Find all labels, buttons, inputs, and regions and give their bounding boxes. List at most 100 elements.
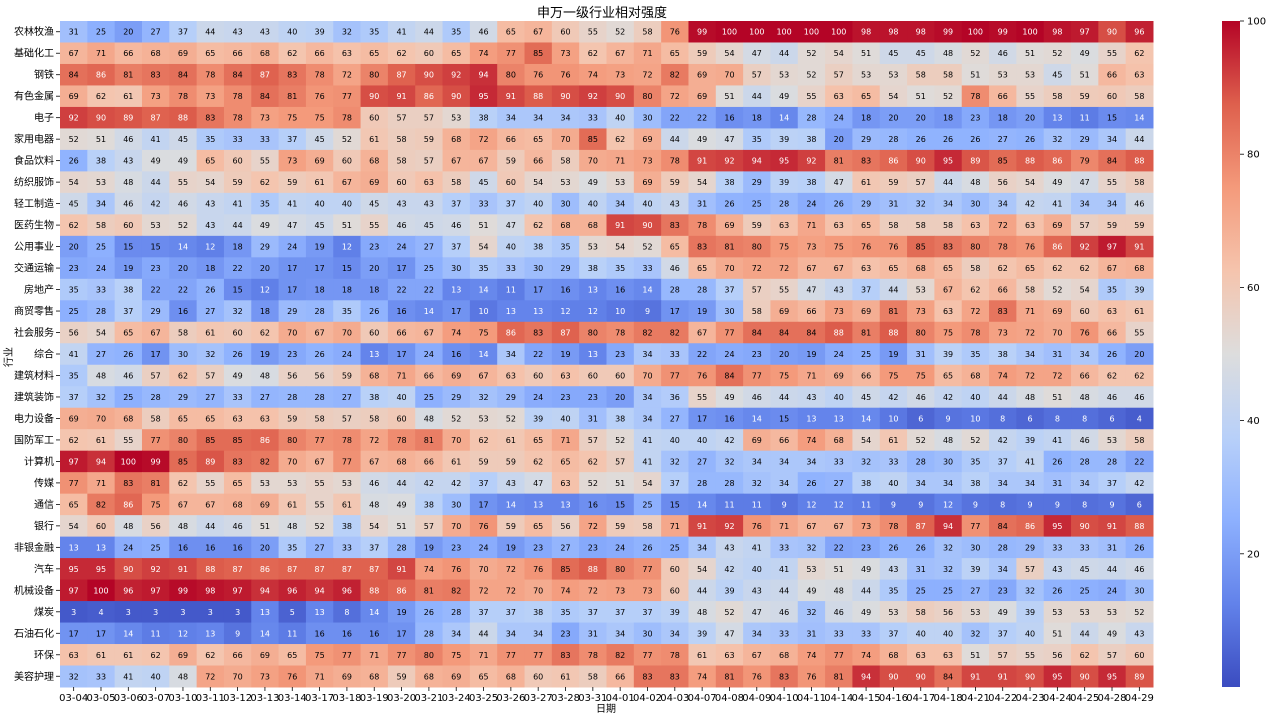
heatmap-cell — [715, 450, 744, 473]
cell-value-label: 70 — [724, 264, 734, 273]
cell-value-label: 42 — [724, 565, 734, 574]
heatmap-cell — [223, 644, 252, 667]
cell-value-label: 47 — [506, 221, 516, 230]
cell-value-label: 38 — [970, 479, 980, 488]
cell-value-label: 24 — [806, 200, 816, 209]
heatmap-cell — [251, 515, 280, 538]
cell-value-label: 26 — [1052, 586, 1062, 595]
heatmap-cell — [743, 665, 771, 688]
cell-value-label: 25 — [424, 264, 434, 273]
heatmap-cell — [305, 321, 334, 344]
cell-value-label: 41 — [752, 543, 762, 552]
heatmap-cell — [60, 300, 88, 323]
cell-value-label: 68 — [233, 500, 243, 509]
heatmap-cell — [1016, 85, 1045, 108]
heatmap-cell — [1071, 472, 1099, 495]
colorbar-tick-label: 20 — [1247, 549, 1260, 560]
cell-value-label: 44 — [779, 49, 789, 58]
cell-value-label: 51 — [342, 221, 352, 230]
heatmap-cell — [1098, 579, 1127, 602]
heatmap-cell — [305, 644, 334, 667]
heatmap-cell — [715, 235, 744, 258]
heatmap-cell — [1016, 515, 1045, 538]
cell-value-label: 52 — [69, 135, 79, 144]
cell-value-label: 35 — [615, 264, 625, 273]
cell-value-label: 60 — [615, 371, 625, 380]
heatmap-cell — [415, 257, 444, 280]
cell-value-label: 35 — [1107, 286, 1117, 295]
heatmap-cell — [743, 429, 771, 452]
cell-value-label: 9 — [235, 629, 240, 638]
heatmap-cell — [1016, 278, 1045, 301]
cell-value-label: 37 — [178, 28, 188, 37]
cell-value-label: 63 — [424, 178, 434, 187]
heatmap-cell — [879, 42, 908, 65]
heatmap-cell — [497, 21, 526, 43]
cell-value-label: 80 — [642, 92, 652, 101]
cell-value-label: 25 — [69, 307, 79, 316]
heatmap-cell — [661, 644, 689, 667]
cell-value-label: 66 — [615, 672, 625, 681]
cell-value-label: 62 — [1134, 49, 1144, 58]
heatmap-cell — [633, 579, 662, 602]
heatmap-cell — [60, 106, 88, 129]
heatmap-cell — [633, 429, 662, 452]
cell-value-label: 11 — [151, 629, 161, 638]
heatmap-cell — [114, 429, 143, 452]
cell-value-label: 91 — [396, 92, 406, 101]
heatmap-cell — [934, 493, 963, 516]
heatmap-cell — [879, 386, 908, 409]
cell-value-label: 67 — [69, 49, 79, 58]
cell-value-label: 88 — [1134, 522, 1144, 531]
heatmap-cell — [961, 192, 990, 215]
heatmap-cell — [87, 106, 116, 129]
heatmap-cell — [196, 472, 225, 495]
cell-value-label: 70 — [96, 414, 106, 423]
heatmap-cell — [251, 622, 280, 645]
heatmap-cell — [333, 429, 362, 452]
cell-value-label: 53 — [260, 479, 270, 488]
heatmap-cell — [579, 558, 607, 581]
heatmap-cell — [715, 106, 744, 129]
heatmap-cell — [524, 21, 553, 43]
cell-value-label: 12 — [834, 500, 844, 509]
cell-value-label: 58 — [560, 157, 570, 166]
cell-value-label: 23 — [998, 586, 1008, 595]
heatmap-cell — [715, 278, 744, 301]
cell-value-label: 86 — [1025, 522, 1035, 531]
heatmap-cell — [1043, 321, 1072, 344]
heatmap-cell — [606, 429, 635, 452]
cell-value-label: 87 — [314, 565, 324, 574]
heatmap-cell — [633, 214, 662, 237]
heatmap-cell — [715, 63, 744, 86]
cell-value-label: 65 — [506, 28, 516, 37]
cell-value-label: 38 — [369, 393, 379, 402]
heatmap-cell — [633, 364, 662, 387]
cell-value-label: 46 — [178, 200, 188, 209]
heatmap-cell — [87, 622, 116, 645]
cell-value-label: 53 — [998, 71, 1008, 80]
cell-value-label: 43 — [233, 28, 243, 37]
cell-value-label: 95 — [779, 157, 789, 166]
heatmap-cell — [606, 42, 635, 65]
cell-value-label: 46 — [233, 522, 243, 531]
heatmap-cell — [743, 601, 771, 624]
heatmap-cell — [469, 407, 498, 430]
heatmap-cell — [989, 515, 1017, 538]
cell-value-label: 29 — [506, 393, 516, 402]
cell-value-label: 76 — [888, 243, 898, 252]
cell-value-label: 68 — [451, 135, 461, 144]
cell-value-label: 29 — [260, 243, 270, 252]
cell-value-label: 15 — [615, 500, 625, 509]
cell-value-label: 16 — [342, 629, 352, 638]
cell-value-label: 27 — [998, 135, 1008, 144]
heatmap-cell — [797, 644, 826, 667]
heatmap-cell — [524, 558, 553, 581]
heatmap-cell — [169, 536, 198, 559]
heatmap-cell — [497, 235, 526, 258]
cell-value-label: 40 — [943, 629, 953, 638]
x-tick-label: 04-29 — [1125, 693, 1154, 704]
cell-value-label: 51 — [1080, 71, 1090, 80]
cell-value-label: 88 — [533, 92, 543, 101]
cell-value-label: 28 — [697, 286, 707, 295]
